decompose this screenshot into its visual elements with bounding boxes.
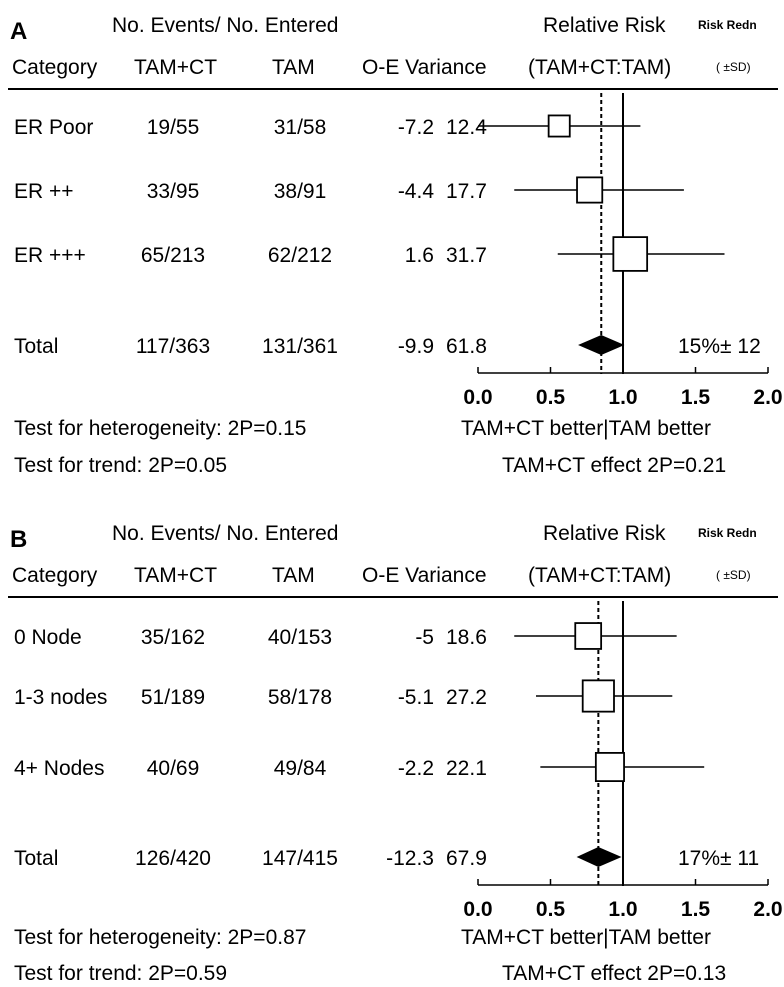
row-oe: -7.2 — [397, 116, 434, 139]
better-label: TAM+CT better|TAM better — [461, 417, 711, 440]
category-header: Category — [12, 564, 98, 587]
total-oe: -12.3 — [386, 847, 434, 870]
sd-header: ( ±SD) — [716, 60, 751, 74]
tamct-header: TAM+CT — [134, 564, 218, 587]
heterogeneity-test: Test for heterogeneity: 2P=0.15 — [14, 417, 307, 440]
row-category: ER Poor — [14, 116, 94, 139]
oe-variance-header: O-E Variance — [362, 56, 487, 79]
risk-redn-header: Risk Redn — [698, 18, 757, 32]
oe-variance-header: O-E Variance — [362, 564, 487, 587]
x-tick-label: 2.0 — [753, 386, 782, 409]
row-category: 4+ Nodes — [14, 757, 105, 780]
ratio-header: (TAM+CT:TAM) — [528, 564, 672, 587]
x-tick-label: 1.0 — [608, 898, 637, 921]
forest-panel-a: A No. Events/ No. Entered Relative Risk … — [0, 0, 784, 490]
x-tick-label: 1.5 — [681, 386, 711, 409]
x-tick-label: 2.0 — [753, 898, 782, 921]
x-tick-label: 0.0 — [463, 898, 492, 921]
point-estimate-square — [574, 622, 603, 650]
trend-test: Test for trend: 2P=0.59 — [14, 962, 228, 985]
total-tam: 131/361 — [262, 335, 338, 358]
row-tam: 49/84 — [273, 757, 327, 780]
row-tamct: 35/162 — [140, 626, 206, 649]
row-category: ER ++ — [14, 180, 74, 203]
row-tam: 31/58 — [273, 116, 327, 139]
panel-letter: B — [10, 526, 28, 553]
panel-letter: A — [10, 18, 28, 45]
row-oe: -5.1 — [397, 686, 434, 709]
risk-reduction-value: 15%± 12 — [678, 335, 761, 358]
total-tamct: 117/363 — [135, 335, 211, 358]
row-variance: 17.7 — [446, 180, 487, 203]
forest-panel-b: B No. Events/ No. Entered Relative Risk … — [0, 496, 784, 986]
total-category: Total — [14, 847, 59, 870]
row-oe: 1.6 — [404, 244, 434, 267]
tam-header: TAM — [272, 56, 315, 79]
header-rule — [8, 88, 778, 90]
relative-risk-header: Relative Risk — [543, 14, 666, 37]
point-estimate-square — [612, 236, 649, 272]
overall-effect: TAM+CT effect 2P=0.21 — [502, 454, 727, 477]
point-estimate-square — [576, 176, 604, 204]
row-variance: 31.7 — [446, 244, 487, 267]
trend-test: Test for trend: 2P=0.05 — [14, 454, 228, 477]
events-header: No. Events/ No. Entered — [112, 522, 339, 545]
overall-diamond — [578, 335, 625, 355]
x-tick-label: 0.0 — [463, 386, 492, 409]
row-oe: -2.2 — [397, 757, 434, 780]
x-tick-label: 1.5 — [681, 898, 711, 921]
total-category: Total — [14, 335, 59, 358]
x-tick-label: 0.5 — [536, 898, 566, 921]
ratio-header: (TAM+CT:TAM) — [528, 56, 672, 79]
row-tamct: 33/95 — [146, 180, 200, 203]
point-estimate-square — [547, 114, 571, 138]
row-oe: -5 — [415, 626, 434, 649]
point-estimate-square — [581, 679, 615, 713]
relative-risk-header: Relative Risk — [543, 522, 666, 545]
row-category: ER +++ — [14, 244, 86, 267]
row-tamct: 40/69 — [146, 757, 200, 780]
risk-reduction-value: 17%± 11 — [678, 847, 760, 870]
overall-effect: TAM+CT effect 2P=0.13 — [502, 962, 727, 985]
row-variance: 22.1 — [446, 757, 487, 780]
total-tam: 147/415 — [262, 847, 338, 870]
x-tick-label: 0.5 — [536, 386, 566, 409]
category-header: Category — [12, 56, 98, 79]
events-header: No. Events/ No. Entered — [112, 14, 339, 37]
row-variance: 12.4 — [446, 116, 487, 139]
row-tam: 38/91 — [273, 180, 327, 203]
overall-diamond — [576, 847, 622, 867]
total-variance: 67.9 — [446, 847, 487, 870]
tamct-header: TAM+CT — [134, 56, 218, 79]
forest-plot: 0.0 0.5 1.0 1.5 2.0 — [463, 93, 783, 409]
row-oe: -4.4 — [397, 180, 434, 203]
row-tam: 62/212 — [267, 244, 333, 267]
forest-plot: 0.0 0.5 1.0 1.5 2.0 — [463, 601, 783, 921]
row-category: 0 Node — [14, 626, 82, 649]
total-tamct: 126/420 — [135, 847, 211, 870]
row-tamct: 19/55 — [146, 116, 200, 139]
row-variance: 18.6 — [446, 626, 487, 649]
total-variance: 61.8 — [446, 335, 487, 358]
header-rule — [8, 596, 778, 598]
heterogeneity-test: Test for heterogeneity: 2P=0.87 — [14, 926, 307, 949]
point-estimate-square — [594, 751, 625, 783]
better-label: TAM+CT better|TAM better — [461, 926, 711, 949]
row-tam: 58/178 — [267, 686, 333, 709]
risk-redn-header: Risk Redn — [698, 526, 757, 540]
row-category: 1-3 nodes — [14, 686, 108, 709]
row-tamct: 65/213 — [140, 244, 206, 267]
row-tamct: 51/189 — [140, 686, 206, 709]
row-tam: 40/153 — [267, 626, 333, 649]
row-variance: 27.2 — [446, 686, 487, 709]
tam-header: TAM — [272, 564, 315, 587]
total-oe: -9.9 — [397, 335, 434, 358]
sd-header: ( ±SD) — [716, 568, 751, 582]
x-tick-label: 1.0 — [608, 386, 637, 409]
